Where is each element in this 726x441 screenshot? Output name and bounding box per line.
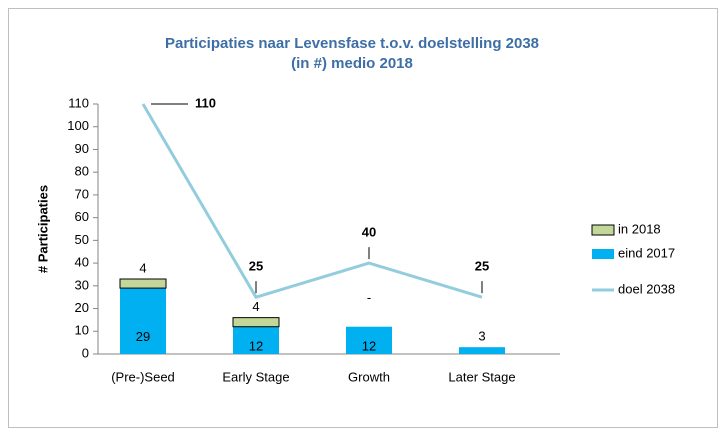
y-tick-label: 40 [75, 255, 89, 270]
bar [459, 347, 505, 354]
chart-title: Participaties naar Levensfase t.o.v. doe… [165, 35, 539, 52]
y-tick-label: 50 [75, 232, 89, 247]
data-label: - [367, 290, 371, 305]
data-label: 4 [139, 260, 146, 275]
data-label: 12 [249, 339, 263, 354]
data-label: 29 [136, 329, 150, 344]
y-tick-label: 70 [75, 186, 89, 201]
chart-border [8, 8, 718, 428]
legend-swatch [591, 224, 615, 236]
y-tick-label: 80 [75, 164, 89, 179]
x-tick-label: Early Stage [222, 369, 289, 384]
y-tick-label: 10 [75, 323, 89, 338]
y-tick-label: 110 [68, 95, 89, 110]
x-tick-label: Later Stage [448, 369, 515, 384]
bar [232, 317, 280, 328]
y-tick-label: 100 [67, 118, 89, 133]
data-label: 12 [362, 339, 376, 354]
x-tick-label: Growth [348, 369, 390, 384]
data-label: 25 [249, 259, 263, 274]
y-tick-label: 90 [75, 141, 89, 156]
legend-label: eind 2017 [618, 245, 675, 260]
y-axis-label: # Participaties [35, 185, 50, 273]
chart-subtitle: (in #) medio 2018 [291, 55, 413, 72]
y-tick-label: 20 [75, 300, 89, 315]
data-label: 3 [478, 329, 485, 344]
y-tick-label: 30 [75, 277, 89, 292]
bar [346, 326, 392, 354]
data-label: 110 [195, 95, 216, 110]
bar [233, 326, 279, 354]
legend-label: doel 2038 [618, 281, 675, 296]
data-label: 40 [362, 225, 376, 240]
data-label: 25 [475, 259, 489, 274]
y-tick-label: 60 [75, 209, 89, 224]
legend-label: in 2018 [618, 221, 661, 236]
x-tick-label: (Pre-)Seed [111, 369, 175, 384]
data-label: 4 [252, 299, 259, 314]
line [141, 103, 483, 299]
y-tick-label: 0 [82, 345, 89, 360]
legend-swatch [592, 249, 614, 259]
bar [119, 278, 167, 289]
bar [120, 288, 166, 354]
